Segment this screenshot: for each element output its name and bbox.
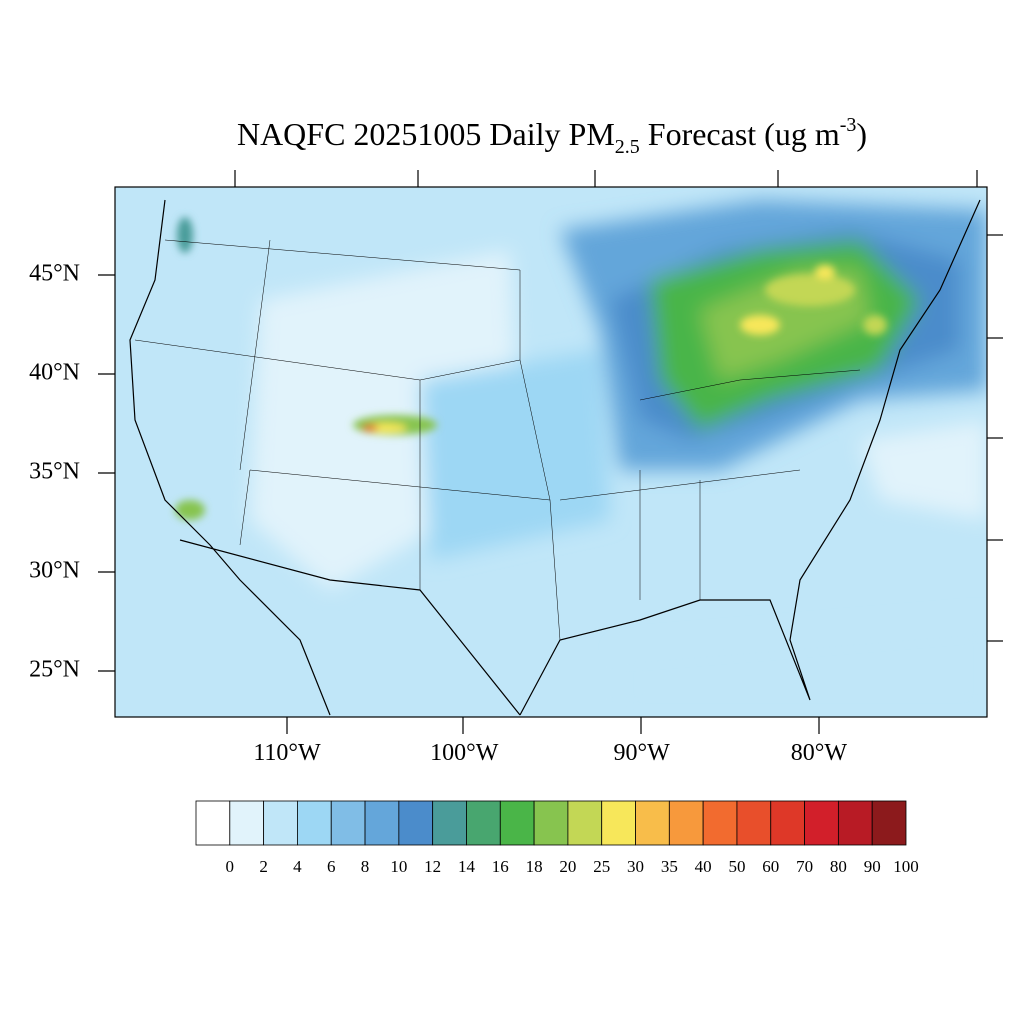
colorbar-label: 10 xyxy=(390,857,407,876)
colorbar-box xyxy=(398,800,434,846)
colorbar-label: 6 xyxy=(327,857,336,876)
lon-label: 90°W xyxy=(613,740,670,766)
lat-label: 40°N xyxy=(29,360,80,386)
colorbar-box xyxy=(871,800,907,846)
colorbar-box xyxy=(635,800,670,846)
colorbar-label: 14 xyxy=(458,857,476,876)
colorbar-label: 12 xyxy=(424,857,441,876)
colorbar-box xyxy=(297,800,332,846)
colorbar-label: 35 xyxy=(661,857,678,876)
colorbar-label: 16 xyxy=(492,857,509,876)
colorbar-box xyxy=(837,800,873,846)
colorbar-label: 70 xyxy=(796,857,813,876)
colorbar-box xyxy=(567,800,603,846)
lat-label: 35°N xyxy=(29,459,80,485)
colorbar-label: 8 xyxy=(361,857,370,876)
lon-label: 80°W xyxy=(791,740,848,766)
lat-label: 30°N xyxy=(29,558,80,584)
colorbar-box xyxy=(195,800,231,846)
colorbar-box xyxy=(330,800,366,846)
colorbar-label: 4 xyxy=(293,857,302,876)
map-field xyxy=(115,187,987,717)
lon-label: 110°W xyxy=(253,740,321,766)
colorbar-box xyxy=(702,800,738,846)
lat-label: 45°N xyxy=(29,261,80,287)
colorbar-box xyxy=(432,800,467,846)
colorbar-label: 80 xyxy=(830,857,847,876)
colorbar-box xyxy=(499,800,535,846)
colorbar-box xyxy=(804,800,839,846)
colorbar-label: 30 xyxy=(627,857,644,876)
colorbar-label: 50 xyxy=(728,857,745,876)
colorbar-box xyxy=(736,800,772,846)
colorbar-label: 90 xyxy=(864,857,881,876)
map-ticks xyxy=(98,170,1003,734)
colorbar-label: 40 xyxy=(695,857,712,876)
lat-label: 25°N xyxy=(29,657,80,683)
lon-label: 100°W xyxy=(430,740,499,766)
colorbar-label: 20 xyxy=(559,857,576,876)
colorbar-label: 25 xyxy=(593,857,610,876)
colorbar-box xyxy=(229,800,265,846)
colorbar-label: 18 xyxy=(526,857,543,876)
map-title: NAQFC 20251005 Daily PM2.5 Forecast (ug … xyxy=(237,114,867,158)
colorbar-label: 0 xyxy=(226,857,235,876)
colorbar-box xyxy=(364,800,400,846)
colorbar-box xyxy=(263,800,298,846)
colorbar-box xyxy=(770,800,805,846)
colorbar-label: 2 xyxy=(259,857,268,876)
colorbar-box xyxy=(668,800,704,846)
colorbar-label: 100 xyxy=(893,857,919,876)
colorbar-box xyxy=(533,800,569,846)
colorbar-label: 60 xyxy=(762,857,779,876)
colorbar-box xyxy=(466,800,501,846)
map-frame xyxy=(114,186,988,718)
colorbar-box xyxy=(601,800,636,846)
